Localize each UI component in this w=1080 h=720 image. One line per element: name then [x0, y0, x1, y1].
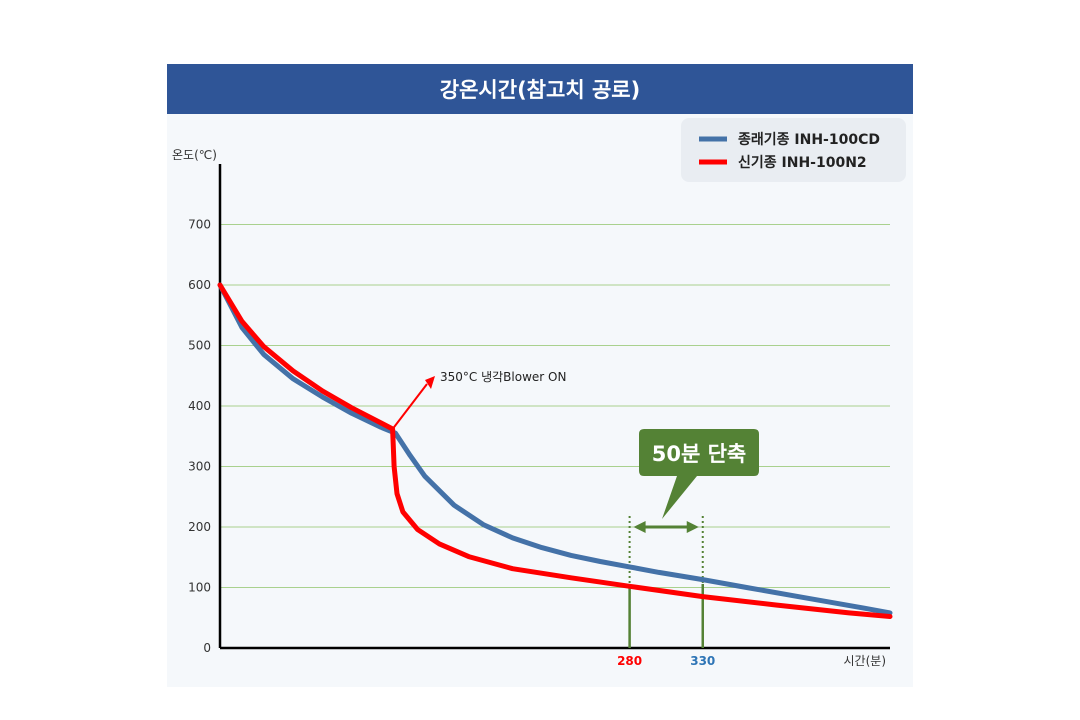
x-marker-label: 330	[690, 654, 715, 668]
blower-arrow-head	[425, 376, 435, 389]
blower-arrow-line	[391, 383, 428, 430]
series-line-new-model	[217, 282, 893, 619]
legend-label: 종래기종 INH-100CD	[738, 132, 880, 148]
chart-panel: 강온시간(참고치 공로) 0 100 200 300 400 500 600 700 온도(℃)…	[167, 64, 913, 687]
y-axis-label: 온도(℃)	[172, 148, 217, 162]
chart-title-bar: 강온시간(참고치 공로)	[167, 64, 913, 114]
chart-title: 강온시간(참고치 공로)	[439, 78, 641, 102]
y-tick-label: 600	[188, 278, 211, 292]
x-marker-label: 280	[617, 654, 642, 668]
legend-label: 신기종 INH-100N2	[738, 155, 867, 171]
y-tick-label: 200	[188, 520, 211, 534]
y-tick-label: 100	[188, 581, 211, 595]
y-tick-label: 700	[188, 218, 211, 232]
reduction-arrow-head-right	[686, 521, 699, 533]
reduction-arrow-head-left	[633, 521, 646, 533]
y-tick-label: 500	[188, 339, 211, 353]
x-axis-label: 시간(분)	[844, 654, 886, 668]
reduction-callout-box	[639, 429, 759, 519]
blower-annotation: 350°C 냉각Blower ON	[440, 370, 566, 384]
y-tick-label: 400	[188, 399, 211, 413]
legend-box	[681, 118, 906, 182]
y-tick-label: 0	[203, 641, 211, 655]
reduction-callout-text: 50분 단축	[652, 442, 747, 466]
y-tick-label: 300	[188, 460, 211, 474]
series-line-old-model	[217, 282, 893, 616]
